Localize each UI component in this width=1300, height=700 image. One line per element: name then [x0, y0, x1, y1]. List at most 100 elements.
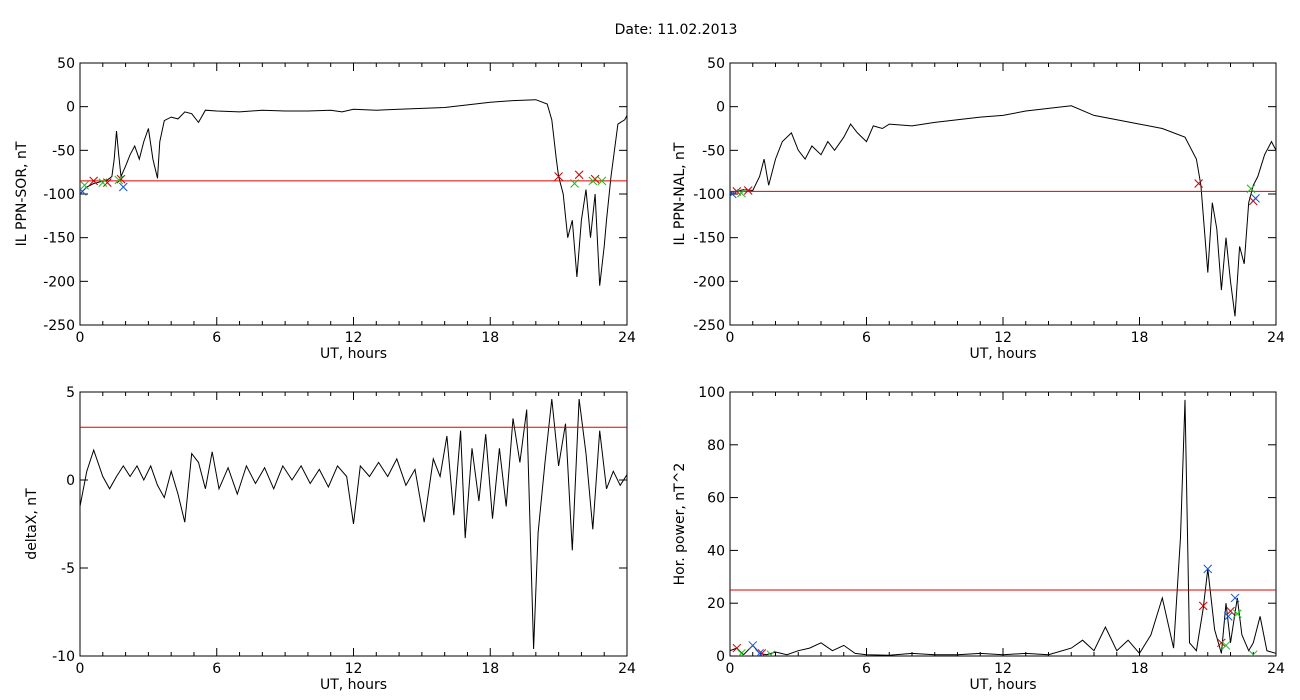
x-tick-label: 24 — [618, 330, 636, 346]
series-line — [80, 398, 627, 650]
x-tick-label: 6 — [862, 661, 871, 677]
y-tick-label: -5 — [61, 561, 75, 577]
y-tick-label: 0 — [66, 473, 75, 489]
x-tick-label: 24 — [1267, 330, 1285, 346]
marker-green — [737, 188, 746, 198]
y-tick-label: -200 — [693, 274, 725, 290]
plot-area — [730, 105, 1276, 317]
y-tick-label: 20 — [707, 596, 725, 612]
plot-area — [80, 99, 627, 286]
y-axis-title: IL PPN-SOR, nT — [14, 141, 30, 246]
marker-green — [570, 179, 579, 188]
marker-green — [1232, 609, 1242, 619]
marker-blue — [1251, 194, 1260, 203]
x-tick-label: 18 — [1131, 661, 1149, 677]
marker-green — [1246, 184, 1256, 194]
y-tick-label: -100 — [43, 187, 75, 203]
x-tick-label: 0 — [76, 330, 85, 346]
marker-blue — [118, 182, 128, 192]
marker-red — [743, 186, 753, 195]
series-line — [730, 105, 1276, 317]
y-axis-title: deltaX, nT — [24, 488, 40, 560]
marker-green — [597, 176, 607, 186]
series-line — [730, 399, 1276, 656]
y-tick-label: 60 — [707, 491, 725, 507]
plot-area — [80, 398, 627, 650]
x-tick-label: 18 — [481, 661, 499, 677]
y-tick-label: -250 — [693, 318, 725, 334]
x-tick-label: 18 — [481, 330, 499, 346]
y-tick-label: -50 — [702, 143, 725, 159]
y-tick-label: -150 — [43, 231, 75, 247]
marker-green — [766, 650, 776, 656]
panel-4: 0 6 12 18 24 0 20 40 60 80 100 UT, hours Hor. power,… — [672, 385, 1285, 693]
plot-area — [730, 399, 1276, 656]
marker-red — [89, 176, 99, 186]
y-tick-label: 50 — [707, 56, 725, 72]
y-axis-title: Hor. power, nT^2 — [672, 463, 688, 586]
marker-red — [757, 649, 767, 656]
plot-frame — [729, 62, 1277, 326]
marker-blue — [755, 649, 764, 656]
y-tick-label: -50 — [52, 143, 75, 159]
marker-blue — [80, 187, 87, 196]
series-line — [80, 99, 627, 286]
y-tick-label: -250 — [43, 318, 75, 334]
x-axis-title: UT, hours — [320, 346, 387, 362]
y-tick-label: 100 — [698, 385, 725, 401]
x-tick-label: 18 — [1131, 330, 1149, 346]
marker-blue — [748, 641, 758, 650]
y-tick-label: 40 — [707, 543, 725, 559]
marker-green — [588, 176, 598, 186]
x-tick-label: 12 — [994, 661, 1012, 677]
marker-red — [1217, 638, 1226, 648]
x-axis-title: UT, hours — [969, 346, 1036, 362]
marker-green — [114, 175, 124, 185]
marker-red — [1226, 606, 1235, 616]
marker-green — [80, 180, 89, 190]
y-tick-label: -150 — [693, 231, 725, 247]
marker-green — [1248, 650, 1258, 656]
x-axis-title: UT, hours — [320, 677, 387, 693]
marker-red — [732, 643, 742, 653]
x-tick-label: 6 — [862, 330, 871, 346]
x-tick-label: 24 — [618, 661, 636, 677]
panel-1: 0 6 12 18 24 -250 -200 -150 -100 -50 0 50 UT, hours I… — [14, 56, 636, 362]
marker-blue — [1223, 612, 1233, 621]
x-tick-label: 0 — [726, 661, 735, 677]
marker-red — [1198, 601, 1208, 611]
y-tick-label: 0 — [66, 100, 75, 116]
figure-title: Date: 11.02.2013 — [615, 22, 738, 38]
marker-red — [574, 170, 584, 180]
y-tick-label: 50 — [57, 56, 75, 72]
x-tick-label: 12 — [345, 661, 363, 677]
y-tick-label: -10 — [52, 649, 75, 665]
y-axis-title: IL PPN-NAL, nT — [672, 142, 688, 245]
x-axis-title: UT, hours — [969, 677, 1036, 693]
marker-green — [737, 649, 746, 656]
marker-green — [98, 178, 108, 188]
y-tick-label: -200 — [43, 274, 75, 290]
panel-3: 0 6 12 18 24 -10 -5 0 5 UT, hours deltaX, nT — [24, 385, 636, 693]
marker-green — [1221, 641, 1231, 650]
marker-red — [116, 174, 126, 184]
y-tick-label: 80 — [707, 438, 725, 454]
x-tick-label: 12 — [994, 330, 1012, 346]
x-tick-label: 6 — [212, 330, 221, 346]
plot-frame — [729, 391, 1277, 657]
plot-frame — [79, 62, 628, 326]
marker-red — [554, 172, 563, 181]
marker-blue — [1230, 593, 1240, 603]
x-tick-label: 6 — [212, 661, 221, 677]
marker-blue — [1203, 564, 1213, 574]
x-tick-label: 12 — [345, 330, 363, 346]
x-tick-label: 24 — [1267, 661, 1285, 677]
marker-blue — [730, 189, 737, 199]
marker-red — [732, 187, 742, 196]
y-tick-label: 0 — [716, 649, 725, 665]
panel-2: 0 6 12 18 24 -250 -200 -150 -100 -50 0 50 UT, hours I… — [672, 56, 1285, 362]
marker-red — [1194, 179, 1204, 188]
marker-red — [102, 178, 112, 188]
y-tick-label: 5 — [66, 385, 75, 401]
